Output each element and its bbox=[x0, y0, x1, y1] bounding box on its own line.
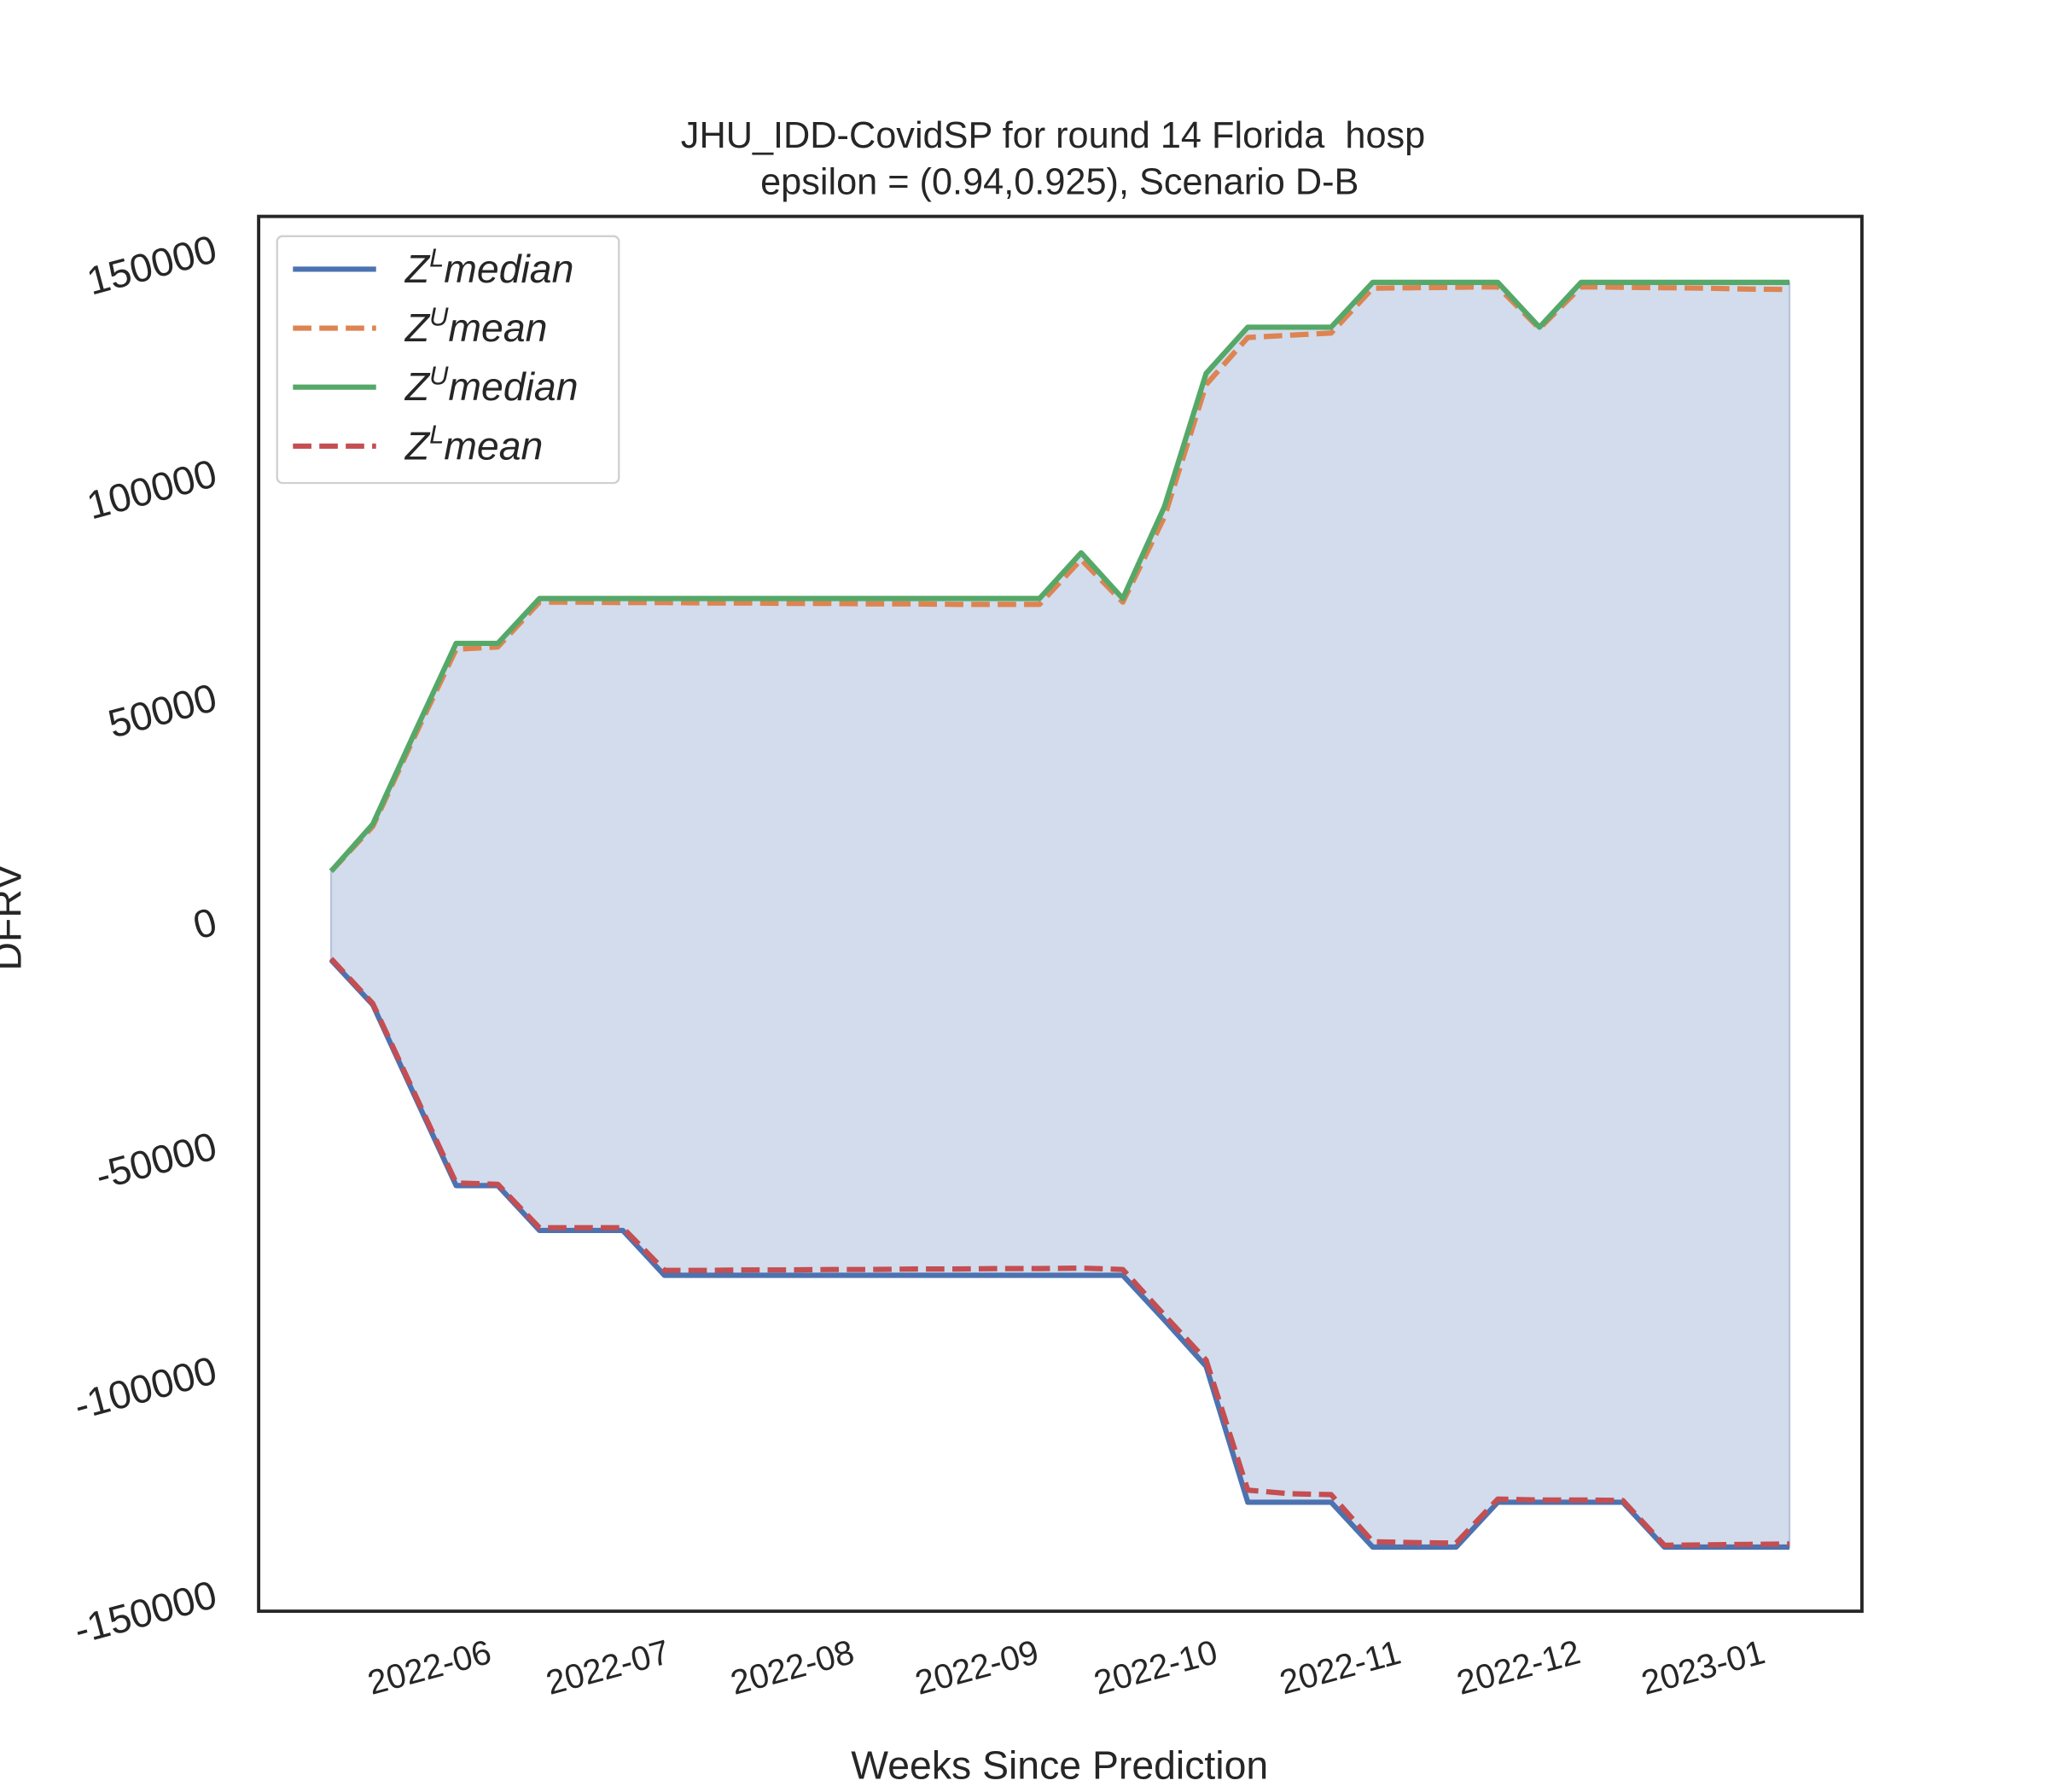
series-line bbox=[329, 279, 1789, 873]
y-tick-label: -150000 bbox=[69, 1572, 221, 1652]
y-tick-label: 50000 bbox=[103, 675, 221, 747]
legend-label: ZUmean bbox=[404, 301, 548, 350]
x-tick-label: 2022-09 bbox=[911, 1632, 1043, 1702]
series-line bbox=[329, 957, 1790, 1548]
x-axis-label: Weeks Since Prediction bbox=[851, 1743, 1268, 1788]
y-tick-label: -100000 bbox=[69, 1347, 221, 1428]
x-tick-label: 2022-08 bbox=[726, 1632, 858, 1702]
legend-box bbox=[276, 235, 620, 485]
y-tick-label: 0 bbox=[189, 899, 221, 948]
x-tick-label: 2022-07 bbox=[542, 1632, 673, 1702]
x-tick-label: 2022-12 bbox=[1452, 1632, 1584, 1702]
x-tick-label: 2023-01 bbox=[1638, 1632, 1769, 1702]
y-axis-label: DFRV bbox=[0, 864, 30, 970]
legend-label: ZLmedian bbox=[404, 242, 574, 291]
y-tick-label: 150000 bbox=[82, 226, 221, 303]
chart-title: JHU_IDD-CovidSP for round 14 Florida hos… bbox=[681, 115, 1425, 156]
legend: ZLmedian ZUmean ZUmedian ZLmean bbox=[276, 235, 620, 485]
plot-area bbox=[329, 279, 1791, 1551]
chart-subtitle: epsilon = (0.94,0.925), Scenario D-B bbox=[760, 161, 1359, 202]
x-tick-label: 2022-11 bbox=[1276, 1633, 1405, 1702]
y-tick-label: 100000 bbox=[82, 451, 221, 527]
x-tick-label: 2022-10 bbox=[1090, 1632, 1221, 1702]
axes-frame bbox=[257, 214, 1864, 1614]
x-tick-label: 2022-06 bbox=[364, 1632, 495, 1702]
legend-label: ZLmean bbox=[404, 420, 544, 468]
y-tick-label: -50000 bbox=[90, 1123, 221, 1198]
legend-label: ZUmedian bbox=[404, 361, 579, 410]
